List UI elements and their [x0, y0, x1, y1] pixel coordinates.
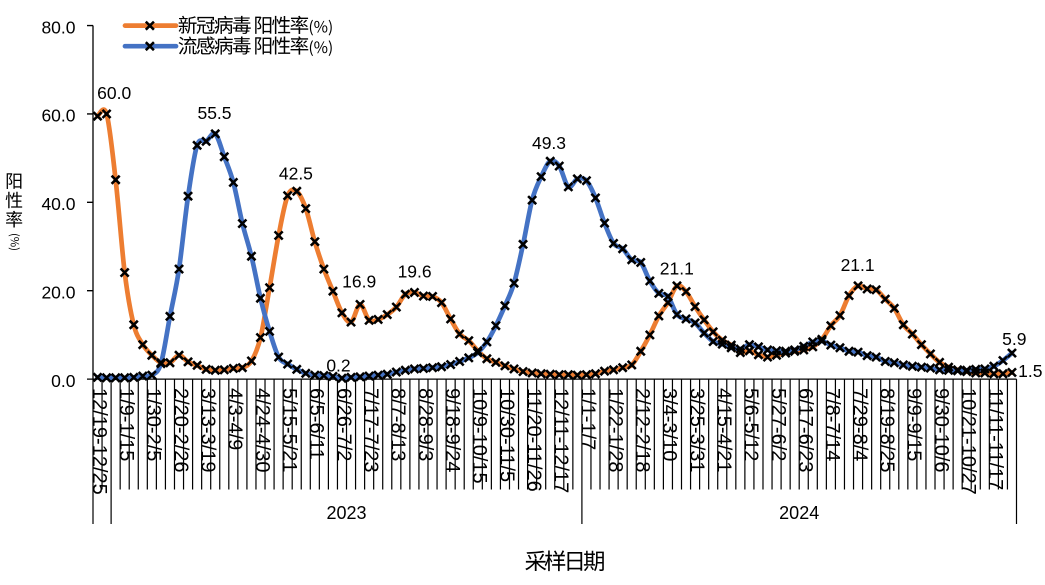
svg-text:1.5: 1.5 [1018, 361, 1042, 381]
svg-text:2023: 2023 [326, 503, 366, 523]
svg-text:8/7-8/13: 8/7-8/13 [387, 388, 409, 461]
svg-text:5.9: 5.9 [1002, 329, 1026, 349]
svg-text:80.0: 80.0 [41, 17, 75, 37]
svg-text:19.6: 19.6 [398, 261, 432, 281]
svg-text:6/5-6/11: 6/5-6/11 [305, 388, 327, 460]
svg-text:7/29-8/4: 7/29-8/4 [848, 388, 870, 461]
svg-text:10/30-11/5: 10/30-11/5 [495, 388, 517, 482]
svg-text:1/30-2/5: 1/30-2/5 [142, 388, 164, 461]
svg-text:0.2: 0.2 [326, 356, 350, 376]
svg-text:0.0: 0.0 [51, 371, 76, 391]
svg-text:2/20-2/26: 2/20-2/26 [169, 388, 191, 473]
svg-text:2024: 2024 [779, 503, 819, 523]
svg-text:9/9-9/15: 9/9-9/15 [903, 388, 925, 461]
svg-text:9/30-10/6: 9/30-10/6 [930, 388, 952, 473]
svg-text:40.0: 40.0 [41, 194, 75, 214]
svg-text:6/17-6/23: 6/17-6/23 [794, 388, 816, 473]
svg-text:49.3: 49.3 [532, 133, 566, 153]
svg-text:21.1: 21.1 [660, 259, 694, 279]
svg-text:10/21-10/27: 10/21-10/27 [957, 388, 979, 495]
svg-text:42.5: 42.5 [279, 164, 313, 184]
svg-text:16.9: 16.9 [342, 272, 376, 292]
svg-text:11/11-11/17: 11/11-11/17 [984, 388, 1006, 490]
svg-text:55.5: 55.5 [197, 103, 231, 123]
svg-text:60.0: 60.0 [97, 83, 131, 103]
svg-text:3/25-3/31: 3/25-3/31 [685, 388, 707, 473]
svg-text:6/26-7/2: 6/26-7/2 [332, 388, 354, 461]
svg-text:12/19-12/25: 12/19-12/25 [88, 388, 110, 495]
svg-text:1/9-1/15: 1/9-1/15 [115, 388, 137, 461]
svg-text:21.1: 21.1 [841, 255, 875, 275]
svg-text:2/12-2/18: 2/12-2/18 [631, 388, 653, 473]
svg-text:11/20-11/26: 11/20-11/26 [522, 388, 544, 492]
svg-text:10/9-10/15: 10/9-10/15 [468, 388, 490, 484]
svg-text:5/6-5/12: 5/6-5/12 [740, 388, 762, 461]
svg-text:60.0: 60.0 [41, 106, 75, 126]
svg-text:5/15-5/21: 5/15-5/21 [278, 388, 300, 473]
svg-text:8/28-9/3: 8/28-9/3 [414, 388, 436, 461]
svg-text:4/15-4/21: 4/15-4/21 [713, 388, 735, 473]
svg-text:20.0: 20.0 [41, 283, 75, 303]
svg-text:9/18-9/24: 9/18-9/24 [441, 388, 463, 473]
svg-text:7/17-7/23: 7/17-7/23 [359, 388, 381, 473]
svg-text:1/22-1/28: 1/22-1/28 [604, 388, 626, 473]
svg-text:1/1-1/7: 1/1-1/7 [577, 388, 599, 450]
svg-text:8/19-8/25: 8/19-8/25 [876, 388, 898, 473]
svg-text:4/24-4/30: 4/24-4/30 [251, 388, 273, 473]
svg-text:3/4-3/10: 3/4-3/10 [658, 388, 680, 461]
svg-text:3/13-3/19: 3/13-3/19 [197, 388, 219, 473]
svg-text:7/8-7/14: 7/8-7/14 [821, 388, 843, 461]
svg-text:5/27-6/2: 5/27-6/2 [767, 388, 789, 461]
svg-text:4/3-4/9: 4/3-4/9 [224, 388, 246, 450]
svg-text:12/11-12/17: 12/11-12/17 [550, 388, 572, 493]
